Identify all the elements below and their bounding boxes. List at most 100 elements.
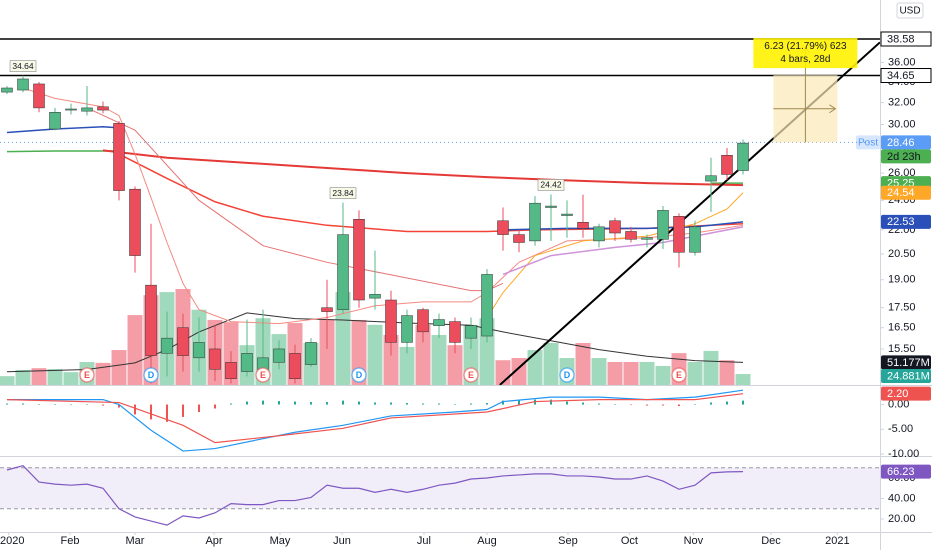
candle-body [369,294,381,299]
measure-arrow-right [829,104,837,114]
volume-bar [639,361,655,385]
macd-histogram-bar [486,403,488,405]
volume-last-label-box [881,368,931,383]
macd-histogram-bar [310,402,312,405]
event-label: D [564,370,571,380]
x-tick-label: Dec [761,535,781,547]
moving-average [118,153,744,233]
ma-last-label: 22.53 [887,216,915,228]
level-label-box [880,31,932,47]
rsi-line [6,465,744,526]
candle-body [193,342,205,359]
macd-histogram-bar [662,404,664,406]
macd-histogram-bar [646,404,648,406]
rsi-last-label-box [881,464,931,479]
macd-histogram-bar [6,403,8,405]
candle-body [417,309,429,333]
rsi-pane [0,465,880,526]
event-marker [671,367,687,383]
macd-histogram-bar [102,404,104,406]
macd-signal-label: 2.20 [887,388,908,400]
macd-histogram-bar [406,403,408,405]
macd-histogram-bar [342,400,344,405]
post-price-label: 28.46 [887,137,915,149]
y-tick-label: 16.50 [888,322,916,334]
macd-y-tick-label: -5.00 [888,423,913,435]
x-tick-label: Nov [684,535,704,547]
volume-bar [719,360,735,385]
post-tag-box [856,135,880,150]
candle-body [145,284,157,356]
macd-histogram-bar [630,404,632,406]
macd-histogram-bar [230,403,232,405]
volume-bar [431,334,447,385]
volume-bar [399,346,415,385]
currency[interactable]: USD [899,6,920,17]
event-marker [143,367,159,383]
candle-body [561,213,573,216]
x-tick-label: Feb [61,535,80,547]
x-tick-label: 2020 [0,535,24,547]
macd-histogram-bar [38,404,40,405]
candle-body [737,142,749,171]
macd-histogram-bar [118,404,120,408]
macd-histogram-bar [358,401,360,405]
candle-body [513,234,525,243]
macd-histogram-bar [470,403,472,405]
candle-body [129,188,141,256]
candle-body [529,202,541,242]
rsi-band [0,467,880,509]
level-label: 38.58 [887,33,915,45]
candle-body [17,78,29,91]
volume-bar [527,350,543,385]
bar-countdown: 2d 23h [887,151,921,163]
level-label: 34.65 [887,70,915,82]
macd-histogram-bar [198,404,200,412]
ma-last-label-box [881,185,931,200]
candle-body [721,155,733,175]
macd-histogram-bar [182,404,184,417]
post-tag: Post [858,138,878,149]
candle-body [673,216,685,253]
volume-ma-label-box [881,355,931,370]
y-tick-label: 36.00 [888,56,916,68]
candle-body [177,327,189,356]
volume-bar [383,334,399,385]
volume-bar [415,324,431,385]
event-marker [79,367,95,383]
event-marker [351,367,367,383]
candle-body [321,307,333,312]
volume-bar [735,373,751,385]
macd-histogram-bar [70,404,72,406]
y-tick-label: 26.00 [888,167,916,179]
macd-signal-line [6,393,744,444]
volume-bar [575,342,591,385]
candle-body [609,220,621,234]
y-tick-label: 20.50 [888,248,916,260]
volume-bar [623,361,639,385]
x-tick-label: Jul [417,535,431,547]
candle-body [401,315,413,343]
macd-histogram-bar [86,404,88,406]
candle-body [641,237,653,240]
candle-body [273,348,285,363]
volume-bar [703,350,719,385]
macd-histogram-bar [166,404,168,422]
macd-histogram-bar [438,403,440,405]
macd-histogram-bar [262,400,264,405]
event-marker [559,367,575,383]
candle-body [497,220,509,235]
candle-body [433,319,445,326]
macd-histogram-bar [678,404,680,407]
post-price-label-box [881,135,931,150]
currency-box[interactable] [896,2,924,19]
y-tick-label: 19.00 [888,274,916,286]
volume-bar [607,361,623,385]
candle-body [33,83,45,109]
volume-ma-label: 51.177M [887,357,930,369]
ma-last-label: 24.54 [887,187,915,199]
candle-body [545,205,557,208]
rsi-y-tick-label: 40.00 [888,492,916,504]
candle-body [209,348,221,370]
